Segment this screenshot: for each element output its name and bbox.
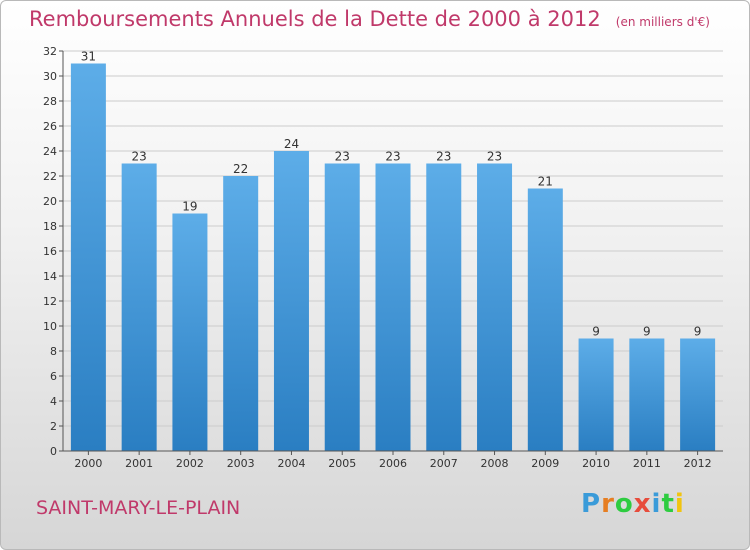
bar (70, 63, 106, 451)
logo-letter: i (674, 489, 685, 519)
y-tick-label: 20 (43, 195, 57, 208)
bar (121, 163, 157, 451)
y-tick-label: 28 (43, 95, 57, 108)
bar (324, 163, 360, 451)
logo-letter: t (661, 489, 675, 519)
y-tick-label: 6 (50, 370, 57, 383)
logo-letter: i (651, 489, 662, 519)
data-label: 23 (335, 150, 350, 164)
bar (578, 338, 614, 451)
x-tick-label: 2000 (74, 457, 102, 470)
y-tick-label: 30 (43, 70, 57, 83)
logo-letter: o (614, 489, 634, 519)
data-label: 9 (592, 325, 600, 339)
data-label: 23 (385, 150, 400, 164)
data-label: 31 (81, 50, 96, 64)
logo-letter: r (601, 489, 615, 519)
x-tick-label: 2006 (379, 457, 407, 470)
logo-letter: x (633, 489, 652, 519)
x-tick-label: 2005 (328, 457, 356, 470)
data-label: 9 (643, 325, 651, 339)
data-label: 23 (132, 150, 147, 164)
y-tick-label: 22 (43, 170, 57, 183)
data-label: 23 (436, 150, 451, 164)
data-label: 23 (487, 150, 502, 164)
bars (70, 63, 716, 451)
y-tick-label: 24 (43, 145, 57, 158)
y-tick-label: 18 (43, 220, 57, 233)
data-label: 24 (284, 137, 299, 151)
bar (426, 163, 462, 451)
title-row: Remboursements Annuels de la Dette de 20… (29, 7, 710, 31)
data-label: 22 (233, 162, 248, 176)
bar (680, 338, 716, 451)
y-tick-label: 16 (43, 245, 57, 258)
proxiti-logo: Proxiti (581, 489, 685, 519)
y-tick-label: 2 (50, 420, 57, 433)
axes (59, 50, 723, 455)
bar (527, 188, 563, 451)
x-tick-label: 2001 (125, 457, 153, 470)
bar (223, 176, 259, 451)
data-label: 9 (694, 325, 702, 339)
bar (172, 213, 208, 451)
chart-title: Remboursements Annuels de la Dette de 20… (29, 7, 601, 31)
y-tick-label: 14 (43, 270, 57, 283)
x-tick-label: 2012 (684, 457, 712, 470)
x-tick-label: 2010 (582, 457, 610, 470)
y-tick-label: 10 (43, 320, 57, 333)
x-tick-label: 2011 (633, 457, 661, 470)
data-label: 21 (538, 175, 553, 189)
bar (273, 151, 309, 451)
bar (375, 163, 411, 451)
y-tick-label: 0 (50, 445, 57, 458)
y-tick-label: 26 (43, 120, 57, 133)
y-tick-label: 8 (50, 345, 57, 358)
y-tick-label: 12 (43, 295, 57, 308)
data-label: 19 (182, 200, 197, 214)
chart-subtitle: (en milliers d'€) (615, 15, 710, 29)
bar (629, 338, 665, 451)
x-tick-label: 2009 (531, 457, 559, 470)
bar (477, 163, 513, 451)
x-tick-label: 2003 (227, 457, 255, 470)
commune-name: SAINT-MARY-LE-PLAIN (36, 497, 241, 519)
x-tick-label: 2007 (430, 457, 458, 470)
x-tick-label: 2004 (277, 457, 305, 470)
y-tick-label: 32 (43, 45, 57, 58)
x-tick-label: 2002 (176, 457, 204, 470)
logo-letter: P (581, 489, 602, 519)
y-tick-label: 4 (50, 395, 57, 408)
x-tick-label: 2008 (481, 457, 509, 470)
